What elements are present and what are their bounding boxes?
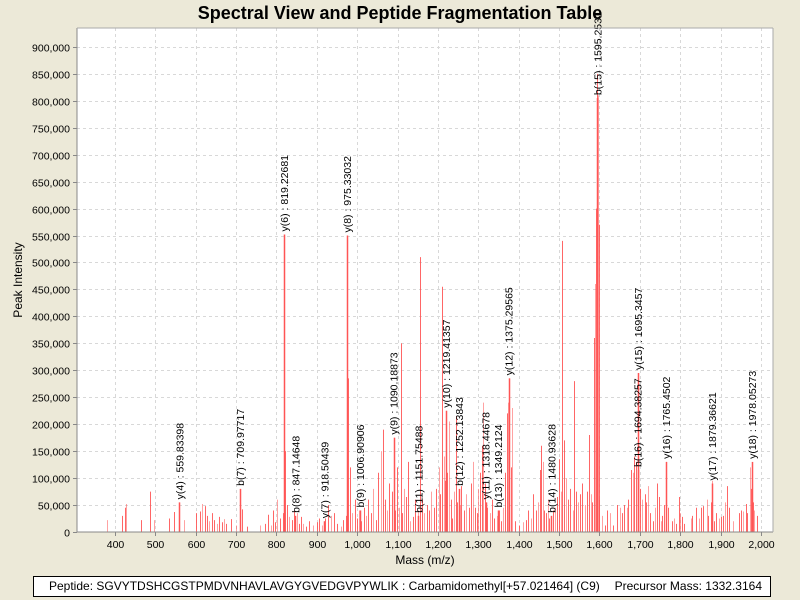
x-tick-label: 1,900 [708,539,734,551]
y-tick-label: 200,000 [32,420,70,432]
peak-annotation-label: y(18) : 1978.05273 [747,371,759,459]
x-axis-label: Mass (m/z) [395,553,454,567]
peak-annotation-label: b(13) : 1349.2124 [493,424,505,507]
x-tick-label: 900 [309,539,327,551]
chart-title: Spectral View and Peptide Fragmentation … [197,3,603,23]
y-tick-label: 100,000 [32,474,70,486]
peak-annotation-label: y(11) : 1318.44678 [481,412,493,500]
x-tick-label: 600 [188,539,206,551]
y-tick-label: 450,000 [32,285,70,297]
peak-annotation-label: y(10) : 1219.41357 [441,319,453,407]
y-tick-label: 900,000 [32,43,70,55]
peak-annotation-label: y(4) : 559.83398 [174,423,186,500]
x-tick-label: 1,300 [465,539,491,551]
x-tick-label: 1,500 [546,539,572,551]
x-tick-label: 500 [147,539,165,551]
peak-annotation-label: b(15) : 1595.2531 [592,12,604,95]
grid [77,28,773,532]
peak-annotation-label: y(6) : 819.22681 [279,155,291,232]
peaks [107,73,758,532]
y-tick-label: 250,000 [32,393,70,405]
peak-annotation-label: b(11) : 1151.75488 [413,425,425,512]
peak-annotation-label: y(9) : 1090.18873 [389,352,401,434]
x-tick-label: 1,800 [667,539,693,551]
y-tick-label: 400,000 [32,312,70,324]
peak-annotation-label: y(7) : 918.50439 [319,442,331,519]
spectrum-chart: y(4) : 559.83398 b(7) : 709.97717 y(6) : 8… [11,12,775,567]
peak-annotation-label: b(12) : 1252.13843 [454,397,466,486]
x-tick-label: 2,000 [748,539,774,551]
y-tick-label: 750,000 [32,124,70,136]
peak-annotation-label: b(16) : 1694.38257 [633,378,645,467]
y-tick-label: 700,000 [32,151,70,163]
peak-annotation-label: b(7) : 709.97717 [235,409,247,486]
peak-annotation-label: y(8) : 975.33032 [342,156,354,233]
y-tick-label: 550,000 [32,232,70,244]
y-tick-label: 600,000 [32,205,70,217]
y-axis-label: Peak Intensity [11,242,25,317]
x-tick-label: 1,000 [344,539,370,551]
peak-annotation-label: b(8) : 847.14648 [290,436,302,513]
x-tick-label: 1,100 [385,539,411,551]
x-tick-label: 1,700 [627,539,653,551]
peak-annotation-label: b(9) : 1006.90906 [355,424,367,507]
y-tick-label: 0 [64,528,70,540]
peptide-sequence-text: Peptide: SGVYTDSHCGSTPMDVNHAVLAVGYGVEDGV… [49,579,600,593]
x-tick-label: 400 [107,539,125,551]
annotations: y(4) : 559.83398 b(7) : 709.97717 y(6) : 8… [174,12,759,518]
x-tick-label: 700 [228,539,246,551]
x-ticks: 400 500 600 700 800 900 1,000 1,100 1,200 1,300 1,… [107,532,775,551]
x-tick-label: 1,600 [586,539,612,551]
peak-annotation-label: y(16) : 1765.4502 [661,376,673,458]
peptide-info-box: Peptide: SGVYTDSHCGSTPMDVNHAVLAVGYGVEDGV… [33,576,771,597]
y-tick-label: 650,000 [32,178,70,190]
y-ticks: 0 50,000 100,000 150,000 200,000 250,000 300,0… [32,43,77,540]
x-tick-label: 1,200 [425,539,451,551]
x-tick-label: 1,400 [506,539,532,551]
y-tick-label: 500,000 [32,258,70,270]
precursor-mass-text: Precursor Mass: 1332.3164 [614,579,762,593]
y-tick-label: 150,000 [32,447,70,459]
y-tick-label: 350,000 [32,339,70,351]
y-tick-label: 800,000 [32,97,70,109]
y-tick-label: 50,000 [38,501,70,513]
peak-annotation-label: y(15) : 1695.3457 [633,288,645,370]
peak-annotation-label: y(12) : 1375.29565 [504,287,516,375]
plot-area [77,28,773,532]
peak-annotation-label: b(14) : 1480.93628 [546,424,558,513]
y-tick-label: 850,000 [32,70,70,82]
y-tick-label: 300,000 [32,366,70,378]
peak-annotation-label: y(17) : 1879.36621 [707,392,719,480]
x-tick-label: 800 [268,539,286,551]
